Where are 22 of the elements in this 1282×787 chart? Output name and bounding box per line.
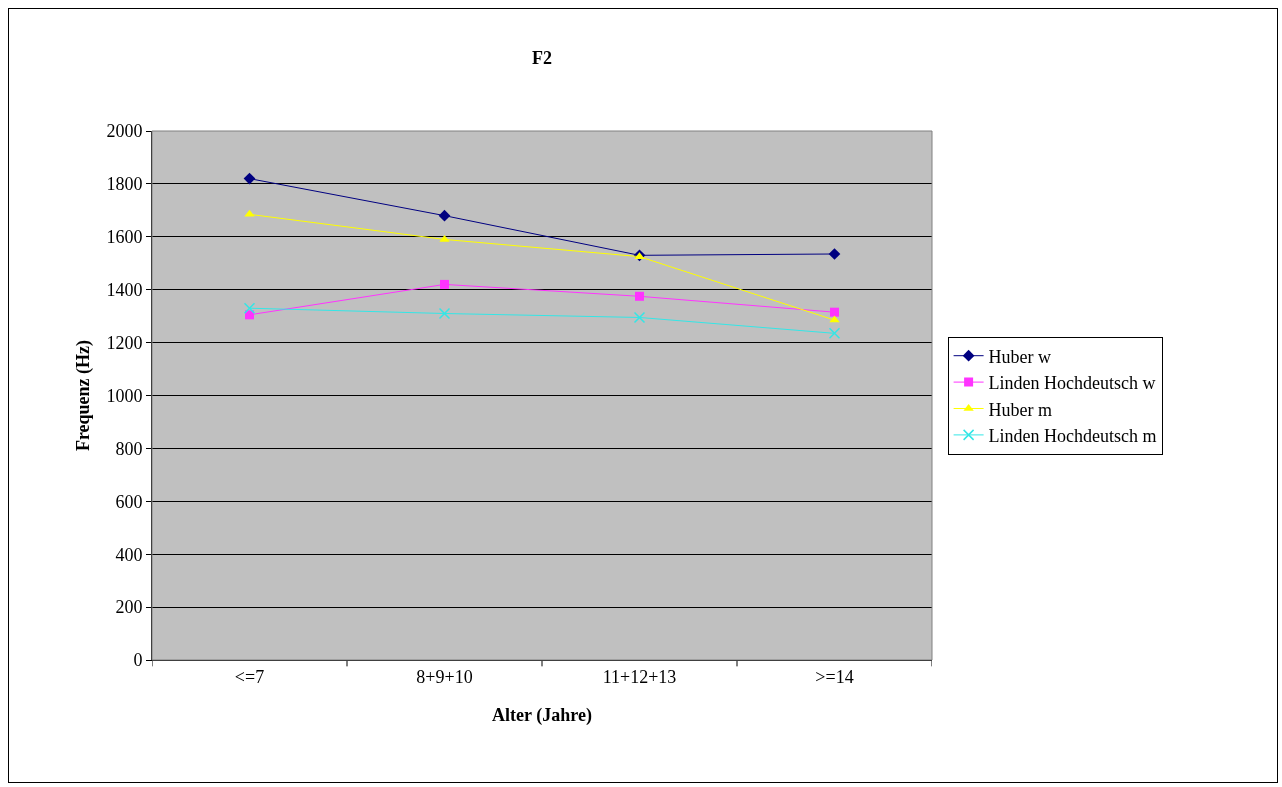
chart-title: F2 — [532, 47, 552, 68]
x-tick-label: >=14 — [815, 666, 854, 687]
y-tick-label: 600 — [115, 491, 143, 512]
y-tick-label: 1800 — [106, 174, 143, 195]
y-tick-label: 200 — [115, 597, 143, 618]
y-tick-label: 0 — [133, 650, 143, 671]
legend-label: Huber m — [988, 399, 1053, 420]
y-tick-label: 1000 — [106, 385, 143, 406]
y-tick-label: 800 — [115, 438, 143, 459]
y-tick-label: 2000 — [106, 121, 143, 142]
x-tick-label: 11+12+13 — [602, 666, 677, 687]
x-tick-label: <=7 — [234, 666, 265, 687]
y-axis-title: Frequenz (Hz) — [72, 339, 94, 452]
legend-label: Linden Hochdeutsch w — [988, 373, 1156, 394]
legend-label: Huber w — [988, 346, 1052, 367]
y-tick-label: 1400 — [106, 280, 143, 300]
y-tick-label: 1200 — [106, 332, 143, 353]
legend-label: Linden Hochdeutsch m — [988, 425, 1157, 446]
x-axis-title: Alter (Jahre) — [492, 704, 592, 726]
y-tick-label: 1600 — [106, 227, 143, 248]
x-tick-label: 8+9+10 — [416, 666, 473, 687]
y-tick-label: 400 — [115, 544, 143, 565]
